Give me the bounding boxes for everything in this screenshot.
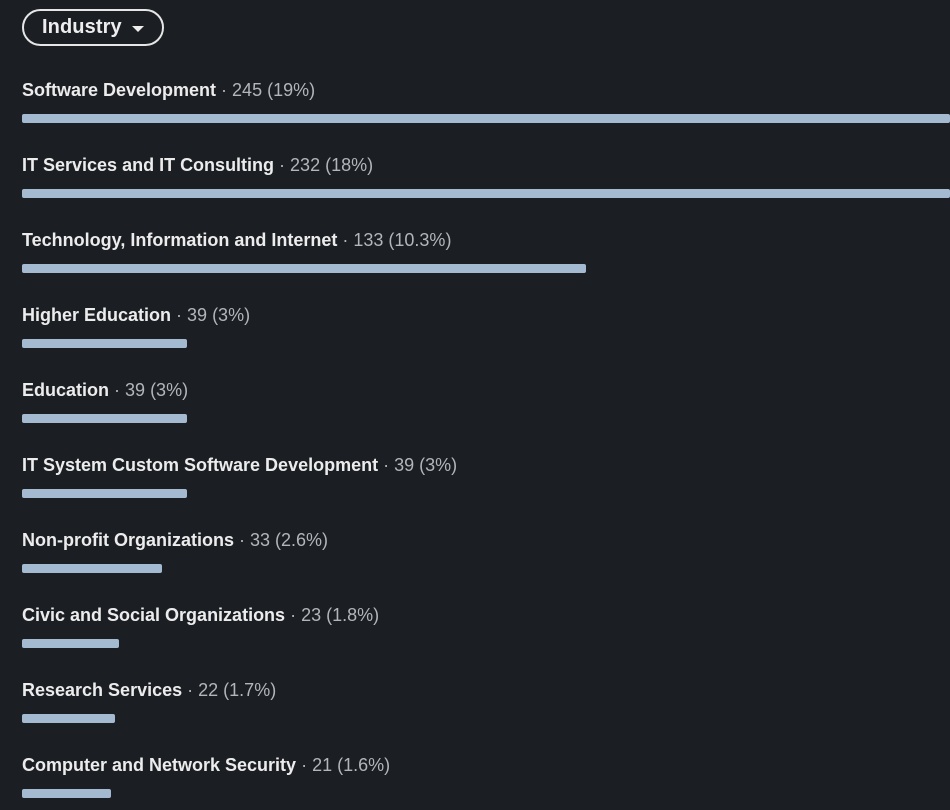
caret-down-icon bbox=[131, 25, 144, 32]
industry-name: Non-profit Organizations bbox=[22, 530, 234, 550]
industry-percent: (3%) bbox=[212, 305, 251, 325]
separator-dot: · bbox=[216, 80, 233, 100]
industry-bar bbox=[22, 339, 188, 348]
industry-bar bbox=[22, 489, 188, 498]
industry-name: Technology, Information and Internet bbox=[22, 230, 338, 250]
industry-row: Research Services · 22 (1.7%) bbox=[22, 677, 950, 752]
industry-percent: (18%) bbox=[325, 155, 374, 175]
industry-row: Non-profit Organizations · 33 (2.6%) bbox=[22, 527, 950, 602]
separator-dot: · bbox=[378, 455, 395, 475]
industry-row: Computer and Network Security · 21 (1.6%… bbox=[22, 752, 950, 810]
industry-list: Software Development · 245 (19%) IT Serv… bbox=[22, 77, 950, 810]
industry-name: Civic and Social Organizations bbox=[22, 605, 286, 625]
industry-count: 23 bbox=[301, 605, 322, 625]
industry-row: Technology, Information and Internet · 1… bbox=[22, 227, 950, 302]
industry-bar bbox=[22, 564, 163, 573]
industry-count: 39 bbox=[125, 380, 146, 400]
industry-row: Education · 39 (3%) bbox=[22, 377, 950, 452]
separator-dot: · bbox=[233, 530, 250, 550]
industry-name: Education bbox=[22, 380, 110, 400]
industry-count: 39 bbox=[394, 455, 415, 475]
industry-percent: (1.6%) bbox=[337, 755, 391, 775]
separator-dot: · bbox=[171, 305, 188, 325]
industry-name: IT Services and IT Consulting bbox=[22, 155, 275, 175]
industry-percent: (10.3%) bbox=[388, 230, 452, 250]
industry-bar bbox=[22, 639, 120, 648]
industry-row: Civic and Social Organizations · 23 (1.8… bbox=[22, 602, 950, 677]
industry-bar bbox=[22, 189, 950, 198]
industry-name: Higher Education bbox=[22, 305, 172, 325]
industry-count: 232 bbox=[290, 155, 321, 175]
industry-row: Higher Education · 39 (3%) bbox=[22, 302, 950, 377]
industry-count: 39 bbox=[187, 305, 208, 325]
separator-dot: · bbox=[109, 380, 126, 400]
separator-dot: · bbox=[182, 680, 199, 700]
industry-bar bbox=[22, 114, 950, 123]
separator-dot: · bbox=[274, 155, 291, 175]
industry-filter-dropdown[interactable]: Industry bbox=[22, 9, 164, 46]
industry-percent: (2.6%) bbox=[275, 530, 329, 550]
industry-percent: (1.8%) bbox=[326, 605, 380, 625]
industry-bar bbox=[22, 264, 587, 273]
industry-count: 245 bbox=[232, 80, 263, 100]
industry-row: Software Development · 245 (19%) bbox=[22, 77, 950, 152]
separator-dot: · bbox=[337, 230, 354, 250]
industry-row: IT System Custom Software Development · … bbox=[22, 452, 950, 527]
industry-name: Research Services bbox=[22, 680, 183, 700]
separator-dot: · bbox=[285, 605, 302, 625]
industry-count: 21 bbox=[312, 755, 333, 775]
industry-percent: (19%) bbox=[267, 80, 316, 100]
separator-dot: · bbox=[296, 755, 313, 775]
industry-bar bbox=[22, 714, 115, 723]
industry-count: 33 bbox=[249, 530, 271, 550]
industry-name: IT System Custom Software Development bbox=[22, 455, 379, 475]
industry-bar bbox=[22, 414, 188, 423]
industry-count: 22 bbox=[198, 680, 219, 700]
industry-name: Computer and Network Security bbox=[22, 755, 297, 775]
industry-count: 133 bbox=[353, 230, 384, 250]
industry-bar bbox=[22, 789, 112, 798]
industry-percent: (1.7%) bbox=[223, 680, 277, 700]
industry-row: IT Services and IT Consulting · 232 (18%… bbox=[22, 152, 950, 227]
industry-filter-label: Industry bbox=[42, 16, 122, 38]
industry-percent: (3%) bbox=[150, 380, 189, 400]
industry-name: Software Development bbox=[22, 80, 217, 100]
industry-percent: (3%) bbox=[419, 455, 458, 475]
